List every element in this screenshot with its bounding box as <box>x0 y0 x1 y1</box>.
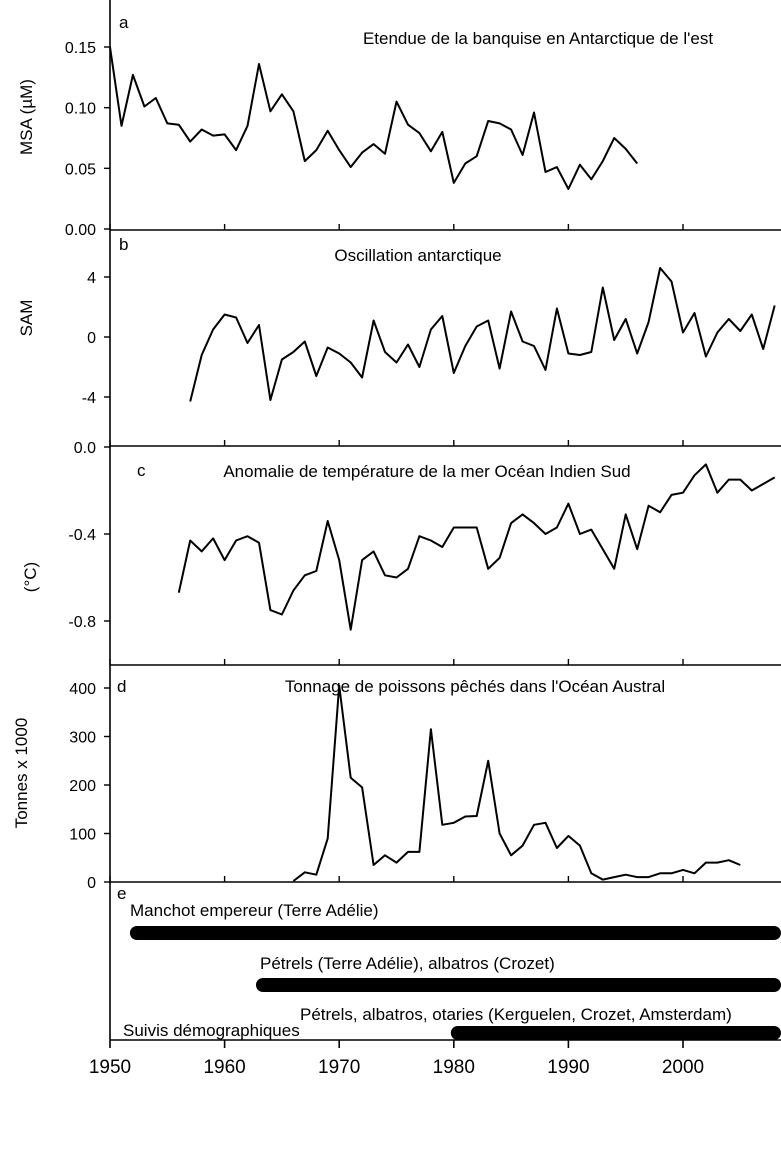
panel-title-d: Tonnage de poissons pêchés dans l'Océan … <box>285 677 665 696</box>
y-tick-label-d-1: 100 <box>69 827 96 844</box>
y-tick-label-d-3: 300 <box>69 730 96 747</box>
y-axis-title-b: SAM <box>17 300 36 337</box>
panel-title-c: Anomalie de température de la mer Océan … <box>223 462 630 481</box>
series-line-b <box>189 267 776 402</box>
panel-letter-b: b <box>119 235 128 254</box>
x-axis-tick-label-4: 1990 <box>547 1057 589 1078</box>
y-tick-label-c-2: 0.0 <box>74 440 96 457</box>
y-tick-label-d-0: 0 <box>87 875 96 892</box>
y-axis-title-c: (°C) <box>21 562 40 592</box>
y-tick-label-c-0: -0.8 <box>68 614 96 631</box>
x-axis-tick-label-2: 1970 <box>318 1057 360 1078</box>
y-tick-label-c-1: -0.4 <box>68 527 96 544</box>
timeline-bar-3 <box>450 1026 781 1040</box>
x-axis-tick-label-1: 1960 <box>203 1057 245 1078</box>
y-tick-label-b-0: -4 <box>82 390 96 407</box>
timeline-bar-2 <box>255 978 781 992</box>
panel-letter-d: d <box>117 677 126 696</box>
timeline-bar-label-1: Manchot empereur (Terre Adélie) <box>130 901 379 920</box>
series-line-c <box>177 463 776 631</box>
panel-letter-e: e <box>117 884 126 903</box>
panel-letter-c: c <box>137 461 146 480</box>
timeline-bar-label-2: Pétrels (Terre Adélie), albatros (Crozet… <box>260 954 555 973</box>
series-line-d <box>292 684 741 882</box>
y-tick-label-b-2: 4 <box>87 270 96 287</box>
y-tick-label-a-1: 0.05 <box>65 161 96 178</box>
timeline-bar-label-3: Pétrels, albatros, otaries (Kerguelen, C… <box>300 1005 732 1024</box>
panel-letter-a: a <box>119 13 129 32</box>
y-axis-title-d: Tonnes x 1000 <box>12 718 31 829</box>
y-axis-title-a: MSA (µM) <box>17 79 36 155</box>
y-tick-label-a-2: 0.10 <box>65 101 96 118</box>
x-axis-tick-label-3: 1980 <box>433 1057 475 1078</box>
timeline-bar-1 <box>129 926 781 940</box>
axis-ticks: 0.000.050.100.15-404-0.8-0.40.0010020030… <box>65 40 704 1078</box>
x-axis-tick-label-5: 2000 <box>662 1057 704 1078</box>
series-line-a <box>109 46 638 190</box>
timeline-footer: Suivis démographiques <box>123 1021 300 1040</box>
y-tick-label-d-2: 200 <box>69 778 96 795</box>
panel-title-b: Oscillation antarctique <box>334 246 501 265</box>
series-lines <box>109 46 776 882</box>
panel-frames <box>109 0 781 1041</box>
y-tick-label-a-0: 0.00 <box>65 222 96 239</box>
y-tick-label-a-3: 0.15 <box>65 40 96 57</box>
y-tick-label-d-4: 400 <box>69 681 96 698</box>
y-tick-label-b-1: 0 <box>87 330 96 347</box>
panel-labels: a Etendue de la banquise en Antarctique d… <box>12 13 713 828</box>
x-axis-tick-label-0: 1950 <box>89 1057 131 1078</box>
panel-title-a: Etendue de la banquise en Antarctique de… <box>363 29 713 48</box>
